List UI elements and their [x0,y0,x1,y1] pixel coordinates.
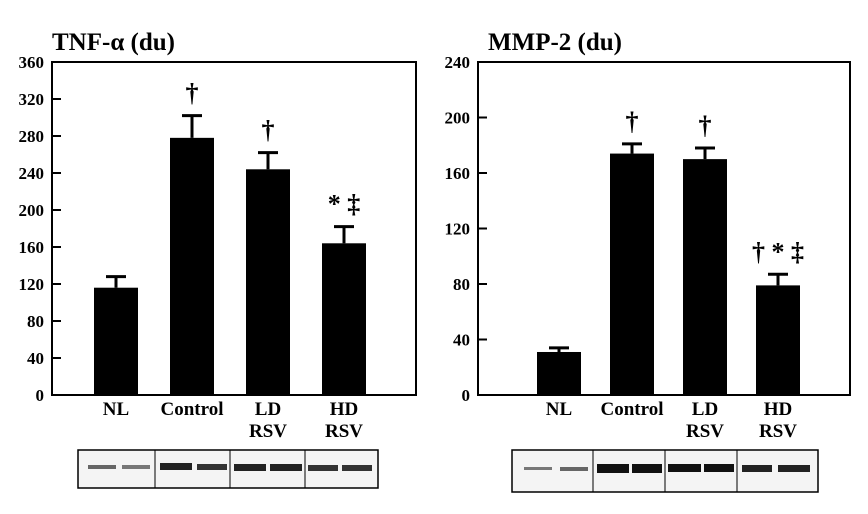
chart-title: MMP-2 (du) [488,29,622,56]
y-tick-label: 120 [445,220,471,239]
y-tick-label: 200 [19,201,45,220]
x-tick-label: NL [102,399,130,420]
y-tick-label: 200 [445,109,471,128]
bar [170,137,214,395]
y-tick-label: 0 [462,386,471,405]
y-tick-label: 360 [19,53,45,72]
x-tick-label: Control [600,399,664,420]
bar [322,243,366,395]
annotation: † * ‡ [752,237,804,266]
x-tick-label: Control [160,399,224,420]
y-tick-label: 160 [19,238,45,257]
annotation: † [699,111,712,140]
annotation: † [186,79,199,108]
bar [246,169,290,395]
annotation: † [262,116,275,145]
x-tick-label: LD RSV [248,399,287,442]
annotation: † [626,107,639,136]
western-blot [77,449,379,489]
plot-frame [51,61,417,396]
y-tick-label: 80 [27,312,44,331]
bar [94,287,138,395]
y-tick-label: 40 [27,349,44,368]
bar [756,285,800,395]
bar [683,159,727,395]
y-tick-label: 280 [19,127,45,146]
x-tick-label: NL [545,399,573,420]
y-tick-label: 120 [19,275,45,294]
x-tick-label: HD RSV [758,399,797,442]
y-tick-label: 80 [453,275,470,294]
bar [537,351,581,395]
x-tick-label: LD RSV [685,399,724,442]
y-tick-label: 240 [445,53,471,72]
y-tick-label: 320 [19,90,45,109]
y-tick-label: 40 [453,331,470,350]
y-tick-label: 240 [19,164,45,183]
bar [610,153,654,395]
annotation: * ‡ [328,190,361,219]
x-tick-label: HD RSV [324,399,363,442]
western-blot [511,449,819,493]
y-tick-label: 160 [445,164,471,183]
y-tick-label: 0 [36,386,45,405]
chart-title: TNF-α (du) [52,29,175,56]
